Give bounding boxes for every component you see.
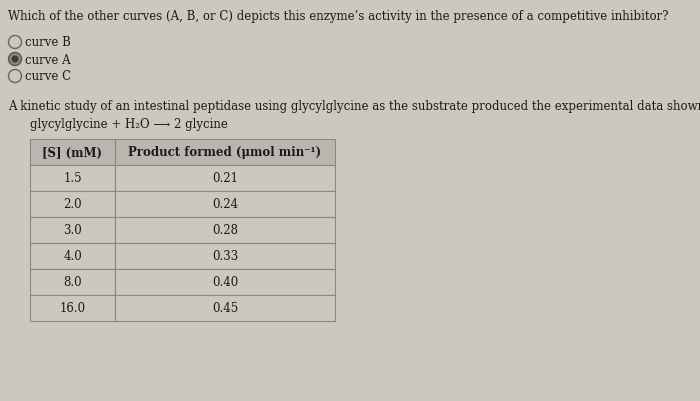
Text: [S] (mM): [S] (mM) — [43, 146, 102, 159]
Circle shape — [8, 36, 22, 49]
Text: 0.40: 0.40 — [212, 276, 238, 289]
Text: curve A: curve A — [25, 53, 71, 66]
Text: Product formed (μmol min⁻¹): Product formed (μmol min⁻¹) — [128, 146, 321, 159]
Bar — [115, 217, 335, 243]
Text: 1.5: 1.5 — [63, 172, 82, 185]
Text: 16.0: 16.0 — [60, 302, 85, 315]
Text: 3.0: 3.0 — [63, 224, 82, 237]
Bar — [30, 166, 115, 192]
Bar — [115, 140, 335, 166]
Bar — [30, 269, 115, 295]
Bar — [115, 243, 335, 269]
Bar — [30, 217, 115, 243]
Text: 0.21: 0.21 — [212, 172, 238, 185]
Bar — [115, 166, 335, 192]
Text: 2.0: 2.0 — [63, 198, 82, 211]
Bar — [115, 192, 335, 217]
Text: curve B: curve B — [25, 36, 71, 49]
Text: 0.33: 0.33 — [212, 250, 238, 263]
Bar — [30, 243, 115, 269]
Circle shape — [8, 70, 22, 83]
Text: A kinetic study of an intestinal peptidase using glycylglycine as the substrate : A kinetic study of an intestinal peptida… — [8, 100, 700, 113]
Text: glycylglycine + H₂O ⟶ 2 glycine: glycylglycine + H₂O ⟶ 2 glycine — [30, 118, 228, 131]
Bar — [30, 295, 115, 321]
Text: curve C: curve C — [25, 70, 71, 83]
Bar — [115, 295, 335, 321]
Text: 0.28: 0.28 — [212, 224, 238, 237]
Text: 0.45: 0.45 — [212, 302, 238, 315]
Bar — [30, 140, 115, 166]
Bar — [30, 192, 115, 217]
Text: 8.0: 8.0 — [63, 276, 82, 289]
Text: 0.24: 0.24 — [212, 198, 238, 211]
Bar — [115, 269, 335, 295]
Circle shape — [11, 57, 18, 63]
Circle shape — [8, 53, 22, 66]
Text: 4.0: 4.0 — [63, 250, 82, 263]
Text: Which of the other curves (A, B, or C) depicts this enzyme’s activity in the pre: Which of the other curves (A, B, or C) d… — [8, 10, 668, 23]
